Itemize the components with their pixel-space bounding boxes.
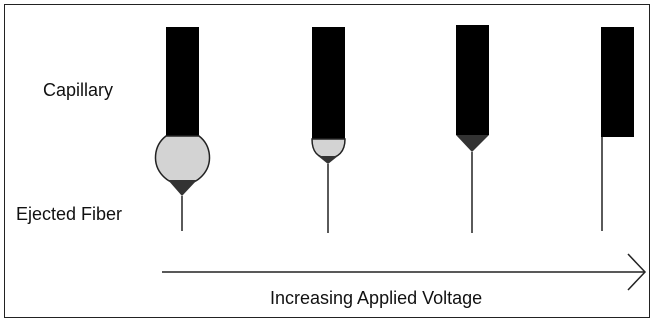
stage-4 [601, 27, 634, 231]
capillary-2 [312, 27, 345, 139]
voltage-arrow [162, 253, 647, 291]
taylor-cone-3 [456, 135, 489, 152]
taylor-cone-1 [168, 180, 197, 196]
stage-3 [456, 25, 489, 233]
taylor-cone-2 [318, 156, 338, 164]
capillary-4 [601, 27, 634, 137]
increasing-voltage-label: Increasing Applied Voltage [270, 288, 483, 308]
capillary-label: Capillary [43, 80, 114, 100]
droplet-2 [311, 138, 346, 159]
capillary-3 [456, 25, 489, 135]
arrow-head [627, 253, 647, 291]
capillary-1 [166, 27, 199, 139]
ejected-fiber-label: Ejected Fiber [16, 204, 123, 224]
stage-2 [311, 27, 346, 233]
droplet-1 [154, 135, 211, 186]
stage-1 [154, 27, 211, 231]
